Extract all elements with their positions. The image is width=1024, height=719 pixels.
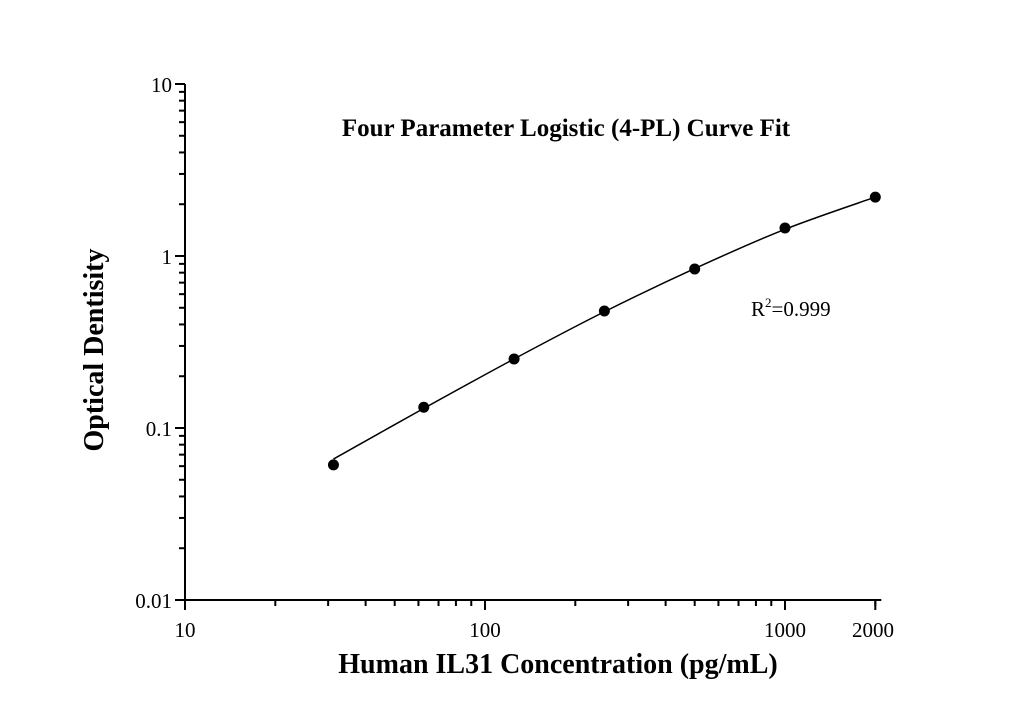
x-tick-label-10: 10 xyxy=(175,618,196,642)
x-tick-label-100: 100 xyxy=(469,618,501,642)
data-points xyxy=(327,191,881,471)
data-point xyxy=(508,353,520,365)
data-point xyxy=(598,305,610,317)
x-tick-label-2000: 2000 xyxy=(852,618,894,642)
r-squared-value: =0.999 xyxy=(772,297,831,321)
r-squared-r: R xyxy=(751,297,765,321)
data-point xyxy=(779,222,791,234)
data-point xyxy=(869,191,881,203)
r-squared-superscript: 2 xyxy=(765,295,772,310)
data-point xyxy=(689,263,701,275)
axis-ticks xyxy=(175,83,877,610)
data-point xyxy=(418,401,430,413)
y-tick-label-0.01: 0.01 xyxy=(135,589,172,613)
x-axis-label: Human IL31 Concentration (pg/mL) xyxy=(338,649,777,680)
y-tick-label-0.1: 0.1 xyxy=(146,417,172,441)
x-tick-label-1000: 1000 xyxy=(764,618,806,642)
axes xyxy=(184,84,882,601)
r-squared-annotation: R2=0.999 xyxy=(751,295,831,321)
chart-title: Four Parameter Logistic (4-PL) Curve Fit xyxy=(342,115,791,142)
y-tick-label-1: 1 xyxy=(162,245,173,269)
y-axis-label: Optical Dentisity xyxy=(79,249,110,452)
fit-curve-line xyxy=(333,196,876,460)
fit-curve xyxy=(333,196,876,460)
data-point xyxy=(327,459,339,471)
y-tick-label-10: 10 xyxy=(151,73,172,97)
